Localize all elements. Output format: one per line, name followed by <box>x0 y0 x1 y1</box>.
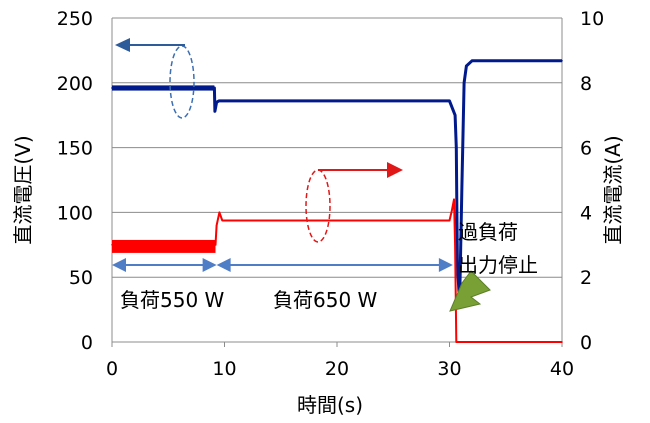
series-point-0-12 <box>465 65 468 67</box>
annotation-load-650: 負荷650 W <box>273 288 378 312</box>
x-tick-label-2: 20 <box>325 358 349 380</box>
y-left-tick-label-3: 150 <box>57 138 93 160</box>
y-left-tick-label-1: 50 <box>69 267 93 289</box>
segment-550-arrow-head-right <box>202 258 217 272</box>
y-axis-right-label: 直流電流(A) <box>601 135 625 244</box>
series-point-1-6 <box>448 219 451 222</box>
overload-marker-arrow <box>449 270 491 312</box>
series-point-1-8 <box>453 198 455 201</box>
x-axis-label: 時間(s) <box>297 393 363 417</box>
current-ellipse-marker <box>305 169 331 243</box>
series-point-0-14 <box>561 59 563 62</box>
voltage-ripple-band <box>112 85 215 91</box>
series-point-1-7 <box>450 209 453 212</box>
series-layer <box>111 59 563 343</box>
series-point-1-12 <box>561 341 563 343</box>
series-point-1-4 <box>221 219 224 222</box>
series-point-1-3 <box>218 211 221 214</box>
y-left-tick-label-2: 100 <box>57 202 93 224</box>
current-right-arrow-head <box>387 162 403 178</box>
y-right-tick-label-5: 10 <box>580 8 604 30</box>
x-tick-label-3: 30 <box>437 358 461 380</box>
y-right-tick-label-3: 6 <box>580 138 592 160</box>
series-point-0-5 <box>448 100 451 102</box>
annotation-load-550: 負荷550 W <box>120 288 225 312</box>
series-point-1-2 <box>215 224 218 227</box>
y-right-tick-label-1: 2 <box>580 267 592 289</box>
x-tick-label-0: 0 <box>106 358 118 380</box>
series-point-0-4 <box>218 100 220 102</box>
annotation-layer <box>112 38 491 312</box>
y-right-tick-label-4: 8 <box>580 73 592 95</box>
y-left-tick-label-5: 250 <box>57 8 93 30</box>
segment-650-arrow-head-right <box>438 258 453 272</box>
segment-550-arrow-head-left <box>112 258 126 272</box>
series-point-0-6 <box>454 114 456 116</box>
series-point-1-5 <box>223 219 226 222</box>
series-point-1-9 <box>454 244 456 246</box>
voltage-ellipse-marker <box>169 45 195 119</box>
y-axis-left-label: 直流電圧(V) <box>11 135 35 244</box>
series-point-1-11 <box>457 341 460 343</box>
series-point-0-7 <box>455 146 458 149</box>
annotation-output-stop: 出力停止 <box>458 253 538 277</box>
y-left-tick-label-4: 200 <box>57 73 93 95</box>
segment-650-arrow-head-left <box>216 258 231 272</box>
x-tick-label-4: 40 <box>550 358 574 380</box>
series-point-0-11 <box>463 82 465 84</box>
x-tick-label-1: 10 <box>212 358 236 380</box>
series-point-0-2 <box>214 110 216 113</box>
series-point-0-13 <box>471 59 473 62</box>
series-point-1-10 <box>455 341 458 343</box>
annotation-overload: 過負荷 <box>458 220 518 244</box>
current-ripple-band <box>112 239 216 253</box>
y-right-tick-label-0: 0 <box>580 332 592 354</box>
series-point-0-10 <box>461 185 463 188</box>
y-right-tick-label-2: 4 <box>580 202 592 224</box>
series-point-0-8 <box>456 263 459 266</box>
voltage-left-arrow-head <box>115 38 130 52</box>
y-left-tick-label-0: 0 <box>81 332 93 354</box>
tick-labels: 0 10 20 30 40 0 50 100 150 200 250 0 2 4 6 8 10 <box>57 8 604 380</box>
series-point-0-3 <box>215 101 218 104</box>
